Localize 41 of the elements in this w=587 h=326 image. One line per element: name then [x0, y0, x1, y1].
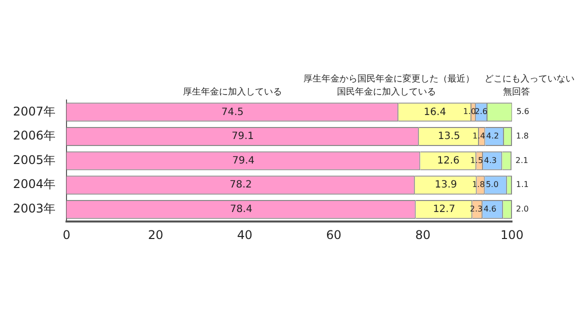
data-label: 78.2: [230, 180, 252, 191]
data-label: 4.2: [486, 132, 500, 141]
data-label: 5.6: [516, 107, 530, 116]
x-tick-label: 0: [62, 228, 70, 242]
data-label: 1.1: [516, 180, 529, 190]
data-label: 12.7: [432, 204, 456, 216]
data-label: 4.3: [484, 156, 497, 165]
series-label: 国民年金に加入している: [336, 86, 436, 98]
data-label: 2.0: [516, 204, 529, 214]
data-label: 2.6: [474, 107, 488, 116]
series-label: 厚生年金に加入している: [182, 86, 282, 98]
data-label: 1.8: [472, 180, 485, 190]
data-label: 2.1: [516, 156, 528, 165]
data-label: 1.5: [470, 156, 484, 165]
data-label: 5.0: [486, 180, 499, 190]
data-label: 79.1: [232, 131, 254, 142]
text: どこにも入っていない: [484, 73, 575, 84]
data-label: 13.9: [434, 180, 457, 191]
x-tick-label: 60: [326, 228, 342, 242]
data-label: 74.5: [221, 106, 244, 118]
x-tick-label: 40: [237, 228, 252, 242]
data-label: 79.4: [232, 155, 255, 166]
y-tick-label: 2006年: [12, 128, 56, 143]
series-label: 無回答: [502, 86, 530, 98]
data-label: 78.4: [230, 204, 252, 216]
data-label: 13.5: [438, 131, 460, 142]
y-tick-label: 2005年: [12, 152, 56, 167]
text: 厚生年金から国民年金に変更した（最近）: [304, 73, 475, 84]
data-label: 12.6: [437, 155, 460, 166]
data-label: 1.4: [472, 132, 486, 141]
data-label: 2.3: [470, 204, 483, 214]
y-tick-label: 2004年: [12, 177, 56, 192]
y-tick-label: 2003年: [12, 202, 56, 216]
y-tick-label: 2007年: [12, 104, 56, 118]
x-tick-label: 100: [500, 228, 524, 242]
x-tick-label: 20: [148, 228, 164, 242]
data-label: 1.8: [516, 132, 529, 141]
x-tick-label: 80: [415, 228, 431, 242]
data-label: 16.4: [424, 106, 446, 118]
data-label: 4.6: [484, 204, 496, 214]
data-label: 1.0: [463, 107, 476, 116]
